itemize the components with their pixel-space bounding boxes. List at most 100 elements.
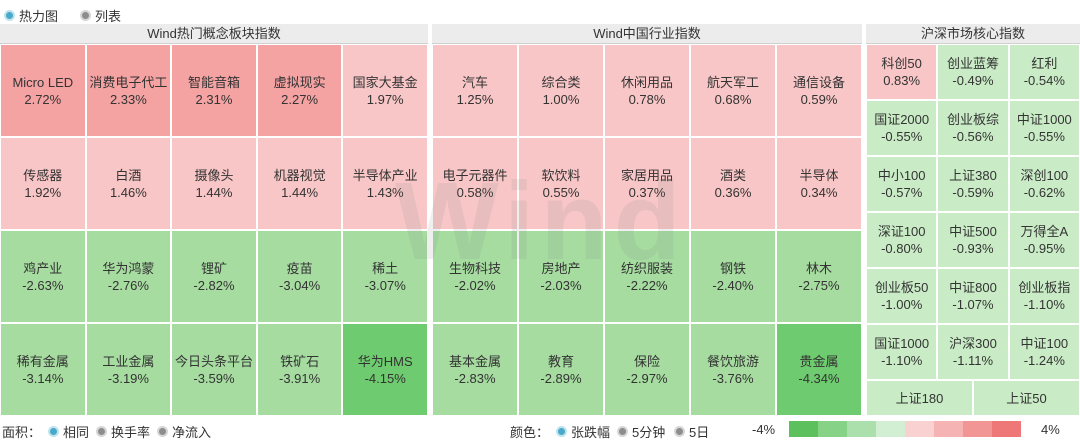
heatmap-cell[interactable]: 中证500 -0.93% [937, 212, 1009, 268]
area-option-label: 换手率 [111, 425, 151, 440]
heatmap-cell[interactable]: 国证2000 -0.55% [866, 100, 938, 156]
core-panel-title: 沪深市场核心指数 [866, 24, 1080, 44]
heatmap-cell[interactable]: 消费电子代工 2.33% [85, 44, 172, 137]
heatmap-cell[interactable]: 纺织服装 -2.22% [604, 230, 690, 323]
heatmap-cell[interactable]: 深证100 -0.80% [866, 212, 938, 268]
heatmap-cell[interactable]: 中证800 -1.07% [937, 268, 1009, 324]
heatmap-cell[interactable]: 休闲用品 0.78% [604, 44, 690, 137]
area-option-same[interactable]: 相同 [48, 422, 89, 441]
heatmap-cell[interactable]: 创业板综 -0.56% [937, 100, 1009, 156]
cell-name: 今日头条平台 [174, 353, 253, 369]
color-scale-swatch [876, 421, 905, 437]
cell-change-value: -0.55% [1023, 129, 1065, 144]
heatmap-cell[interactable]: 餐饮旅游 -3.76% [690, 323, 776, 416]
cell-name: 创业板指 [1018, 280, 1071, 295]
heatmap-cell[interactable]: 万得全A -0.95% [1008, 212, 1080, 268]
heatmap-cell[interactable]: 软饮料 0.55% [518, 137, 604, 230]
heatmap-cell[interactable]: 航天军工 0.68% [690, 44, 776, 137]
heatmap-cell[interactable]: 机器视觉 1.44% [256, 137, 343, 230]
heatmap-cell[interactable]: 上证380 -0.59% [937, 156, 1009, 212]
heatmap-cell[interactable]: 综合类 1.00% [518, 44, 604, 137]
cell-name: 创业板综 [946, 112, 999, 127]
heatmap-cell[interactable]: 红利 -0.54% [1008, 44, 1080, 100]
heatmap-cell[interactable]: 沪深300 -1.11% [937, 324, 1009, 380]
cell-change-value: -1.10% [1023, 297, 1065, 312]
cell-name: 国证2000 [874, 112, 930, 127]
color-option-5min[interactable]: 5分钟 [617, 422, 665, 441]
heatmap-cell[interactable]: 白酒 1.46% [85, 137, 172, 230]
heatmap-cell[interactable]: 疫苗 -3.04% [256, 230, 343, 323]
heatmap-cell[interactable]: 国家大基金 1.97% [342, 44, 428, 137]
heatmap-cell[interactable]: 创业板50 -1.00% [866, 268, 938, 324]
heatmap-cell[interactable]: 传感器 1.92% [0, 137, 86, 230]
cell-change-value: -3.76% [712, 370, 754, 386]
cell-name: 锂矿 [200, 260, 227, 276]
cell-name: 上证180 [895, 390, 944, 406]
list-view-option[interactable]: 列表 [80, 6, 121, 25]
color-scale-swatch [818, 421, 847, 437]
heatmap-cell[interactable]: 上证50 [973, 380, 1080, 416]
color-option-5day[interactable]: 5日 [674, 422, 709, 441]
heatmap-cell[interactable]: 稀有金属 -3.14% [0, 323, 86, 416]
heatmap-cell[interactable]: 虚拟现实 2.27% [256, 44, 343, 137]
heatmap-cell[interactable]: 生物科技 -2.02% [432, 230, 518, 323]
cell-change-value: -0.49% [952, 73, 994, 88]
heatmap-cell[interactable]: 贵金属 -4.34% [776, 323, 862, 416]
heatmap-view-option[interactable]: 热力图 [4, 6, 58, 25]
heatmap-cell[interactable]: 教育 -2.89% [518, 323, 604, 416]
heatmap-cell[interactable]: 稀土 -3.07% [342, 230, 428, 323]
heatmap-cell[interactable]: 上证180 [866, 380, 973, 416]
heatmap-cell[interactable]: 中证100 -1.24% [1008, 324, 1080, 380]
cell-change-value: -1.11% [952, 353, 994, 368]
cell-change-value: -2.40% [712, 277, 754, 293]
heatmap-cell[interactable]: 保险 -2.97% [604, 323, 690, 416]
heatmap-cell[interactable]: 鸡产业 -2.63% [0, 230, 86, 323]
heatmap-cell[interactable]: 国证1000 -1.10% [866, 324, 938, 380]
radio-selected-icon [4, 10, 15, 21]
cell-name: 稀有金属 [16, 353, 69, 369]
radio-selected-icon [556, 426, 567, 437]
heatmap-cell[interactable]: 铁矿石 -3.91% [256, 323, 343, 416]
area-option-label: 净流入 [172, 425, 212, 440]
cell-change-value: 2.27% [281, 91, 319, 107]
heatmap-cell[interactable]: 家居用品 0.37% [604, 137, 690, 230]
heatmap-cell[interactable]: 房地产 -2.03% [518, 230, 604, 323]
heatmap-cell[interactable]: 钢铁 -2.40% [690, 230, 776, 323]
cell-name: 华为鸿蒙 [102, 260, 155, 276]
heatmap-cell[interactable]: 半导体产业 1.43% [342, 137, 428, 230]
heatmap-cell[interactable]: 创业蓝筹 -0.49% [937, 44, 1009, 100]
concept-heatmap-grid: Micro LED 2.72% 消费电子代工 2.33% 智能音箱 2.31% 虚拟现实 2.… [0, 44, 428, 416]
heatmap-cell[interactable]: 中小100 -0.57% [866, 156, 938, 212]
heatmap-cell[interactable]: 华为鸿蒙 -2.76% [85, 230, 172, 323]
heatmap-cell[interactable]: 基本金属 -2.83% [432, 323, 518, 416]
cell-name: 半导体产业 [352, 167, 418, 183]
cell-change-value: 1.44% [195, 184, 233, 200]
cell-name: 深证100 [877, 224, 926, 239]
heatmap-cell[interactable]: 智能音箱 2.31% [171, 44, 257, 137]
cell-change-value: -3.59% [193, 370, 235, 386]
heatmap-cell[interactable]: 锂矿 -2.82% [171, 230, 257, 323]
heatmap-cell[interactable]: 创业板指 -1.10% [1008, 268, 1080, 324]
heatmap-cell[interactable]: Micro LED 2.72% [0, 44, 86, 137]
heatmap-cell[interactable]: 通信设备 0.59% [776, 44, 862, 137]
heatmap-cell[interactable]: 汽车 1.25% [432, 44, 518, 137]
heatmap-cell[interactable]: 摄像头 1.44% [171, 137, 257, 230]
cell-name: 林木 [805, 260, 832, 276]
cell-name: 中证100 [1020, 336, 1069, 351]
area-option-netflow[interactable]: 净流入 [157, 422, 211, 441]
heatmap-cell[interactable]: 电子元器件 0.58% [432, 137, 518, 230]
heatmap-cell[interactable]: 工业金属 -3.19% [85, 323, 172, 416]
heatmap-cell[interactable]: 深创100 -0.62% [1008, 156, 1080, 212]
heatmap-cell[interactable]: 今日头条平台 -3.59% [171, 323, 257, 416]
heatmap-cell[interactable]: 科创50 0.83% [866, 44, 938, 100]
heatmap-cell[interactable]: 中证1000 -0.55% [1008, 100, 1080, 156]
color-option-change[interactable]: 张跌幅 [556, 422, 610, 441]
heatmap-cell[interactable]: 半导体 0.34% [776, 137, 862, 230]
heatmap-cell[interactable]: 酒类 0.36% [690, 137, 776, 230]
area-option-turnover[interactable]: 换手率 [96, 422, 150, 441]
cell-name: 中小100 [877, 168, 926, 183]
color-scale-swatch [789, 421, 818, 437]
heatmap-cell[interactable]: 华为HMS -4.15% [342, 323, 428, 416]
cell-name: 上证380 [949, 168, 997, 183]
heatmap-cell[interactable]: 林木 -2.75% [776, 230, 862, 323]
